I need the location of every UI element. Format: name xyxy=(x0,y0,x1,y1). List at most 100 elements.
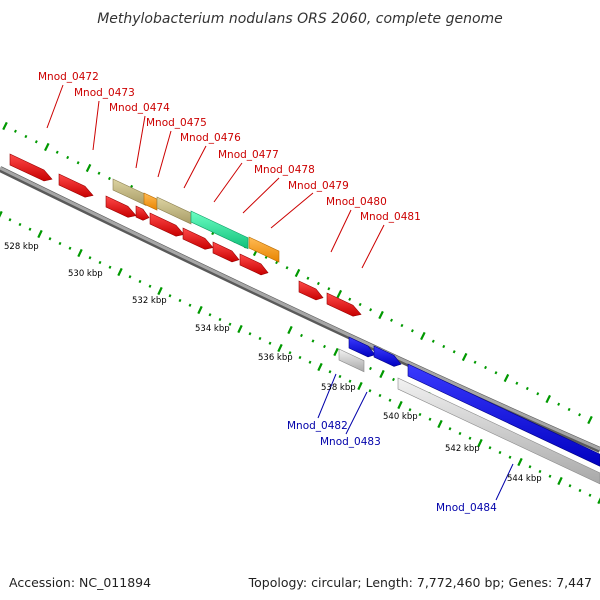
tick-mark xyxy=(333,347,339,357)
tick-mark xyxy=(369,366,372,371)
tick-mark xyxy=(452,350,456,354)
tick-mark xyxy=(316,281,320,286)
accession-label: Accession: NC_011894 xyxy=(9,575,151,590)
kbp-tick-label: 528 kbp xyxy=(4,242,39,252)
tick-mark xyxy=(545,394,551,404)
tick-mark xyxy=(461,352,468,362)
gene-arrow xyxy=(348,336,376,358)
gene-feature xyxy=(143,192,158,211)
tick-mark xyxy=(298,355,302,360)
tick-mark xyxy=(528,465,532,469)
callout-line xyxy=(317,373,337,419)
tick-mark xyxy=(85,163,92,173)
gene-features xyxy=(9,153,600,485)
callout-line xyxy=(92,100,100,151)
tick-mark xyxy=(248,332,252,336)
gene-arrow xyxy=(373,345,402,367)
tick-mark xyxy=(277,343,283,353)
gene-label: Mnod_0474 xyxy=(109,102,170,114)
tick-mark xyxy=(568,484,572,488)
tick-mark xyxy=(597,497,600,505)
tick-mark xyxy=(418,412,422,417)
gene-arrow xyxy=(9,153,53,182)
tick-mark xyxy=(148,284,152,288)
lower-tick-marks xyxy=(0,210,600,505)
tick-mark xyxy=(442,344,446,349)
gene-feature xyxy=(248,236,280,263)
callout-line xyxy=(157,130,172,178)
callout-line xyxy=(270,192,314,229)
tick-mark xyxy=(218,317,222,322)
tick-mark xyxy=(258,336,262,341)
tick-mark xyxy=(285,266,289,270)
tick-mark xyxy=(138,279,142,284)
callout-line xyxy=(330,209,352,253)
tick-mark xyxy=(328,370,332,374)
tick-mark xyxy=(37,229,43,239)
kbp-tick-label: 532 kbp xyxy=(132,296,167,306)
tick-mark xyxy=(378,310,384,320)
tick-mark xyxy=(397,400,403,410)
tick-mark xyxy=(567,407,571,412)
tick-mark xyxy=(268,341,272,345)
tick-mark xyxy=(578,413,582,417)
gene-label: Mnod_0476 xyxy=(180,132,241,144)
tick-mark xyxy=(8,218,12,222)
gene-arrow xyxy=(58,173,94,198)
tick-mark xyxy=(77,248,83,258)
tick-mark xyxy=(408,408,412,412)
tick-mark xyxy=(108,265,112,269)
tick-mark xyxy=(517,457,523,467)
kbp-tick-label: 540 kbp xyxy=(383,412,418,422)
tick-mark xyxy=(323,344,326,349)
tick-mark xyxy=(0,210,3,218)
gene-arrow xyxy=(182,227,214,250)
tick-mark xyxy=(188,303,192,307)
tick-mark xyxy=(157,286,163,296)
tick-mark xyxy=(300,333,303,338)
kbp-tick-label: 538 kbp xyxy=(321,383,356,393)
tick-mark xyxy=(508,455,512,459)
tick-mark xyxy=(390,318,393,322)
tick-mark xyxy=(107,176,111,181)
gene-label: Mnod_0483 xyxy=(320,436,381,448)
tick-mark xyxy=(538,469,542,474)
tick-mark xyxy=(557,476,563,486)
diagram-title: Methylobacterium nodulans ORS 2060, comp… xyxy=(97,11,503,27)
tick-mark xyxy=(308,360,312,364)
gene-arrow xyxy=(149,212,185,237)
tick-mark xyxy=(400,323,404,328)
gene-label: Mnod_0475 xyxy=(146,117,207,129)
tick-mark xyxy=(28,227,32,231)
gene-arrow xyxy=(298,280,324,301)
tick-mark xyxy=(368,389,372,393)
tick-mark xyxy=(97,171,101,175)
kbp-tick-label: 534 kbp xyxy=(195,324,230,334)
tick-mark xyxy=(388,398,392,402)
gene-label: Mnod_0478 xyxy=(254,164,315,176)
gene-arrow xyxy=(105,195,137,218)
tick-mark xyxy=(536,392,540,396)
tick-mark xyxy=(294,268,301,278)
gene-label: Mnod_0477 xyxy=(218,149,279,161)
callout-line xyxy=(46,84,64,129)
tick-mark xyxy=(327,287,331,291)
tick-mark xyxy=(13,129,17,133)
tick-mark xyxy=(358,302,362,307)
tick-mark xyxy=(588,493,592,497)
callout-line xyxy=(242,177,280,214)
gene-feature xyxy=(338,348,365,373)
gene-callouts: Mnod_0472 Mnod_0473 Mnod_0474 Mnod_0475 Mnod… xyxy=(38,71,514,514)
genome-backbone xyxy=(0,166,600,453)
tick-mark xyxy=(228,322,232,326)
callout-line xyxy=(135,115,146,169)
kbp-tick-label: 544 kbp xyxy=(507,474,542,484)
tick-mark xyxy=(317,362,323,372)
tick-mark xyxy=(178,298,182,303)
tick-mark xyxy=(357,381,363,391)
kbp-tick-label: 536 kbp xyxy=(258,353,293,363)
tick-mark xyxy=(348,379,352,383)
kbp-tick-label: 542 kbp xyxy=(445,444,480,454)
tick-mark xyxy=(311,339,315,343)
